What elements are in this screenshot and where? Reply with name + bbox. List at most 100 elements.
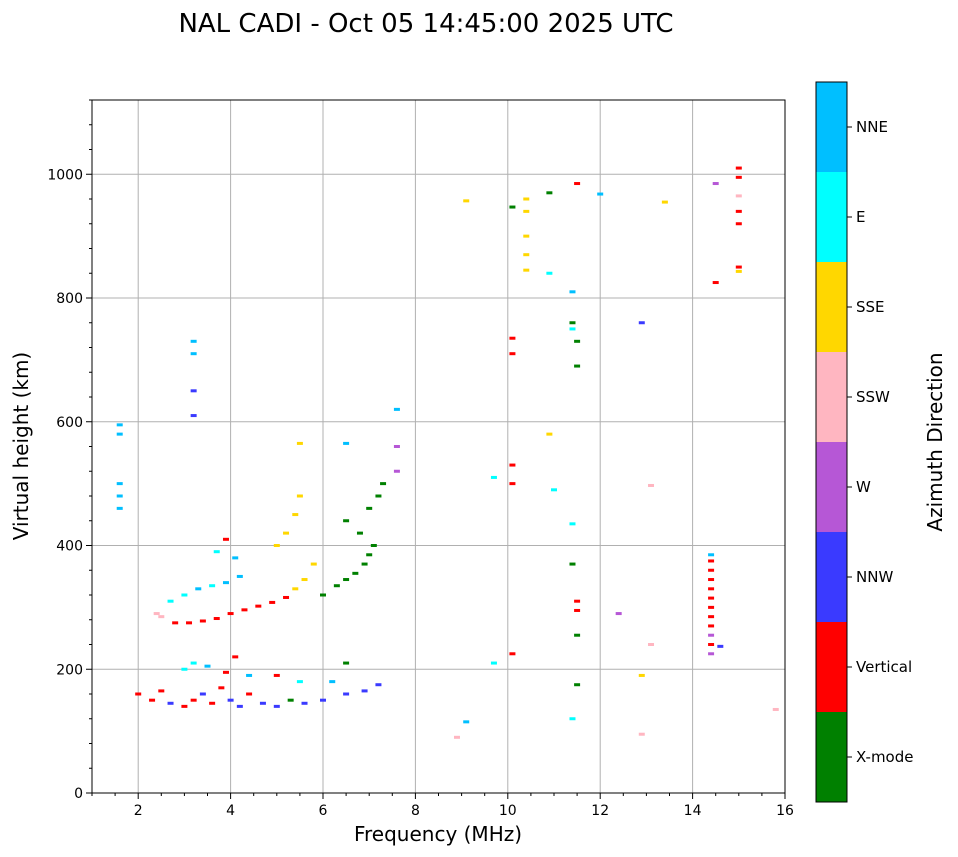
grid-lines — [92, 100, 785, 793]
colorbar-swatch — [816, 622, 847, 712]
echo-point — [301, 578, 308, 582]
echo-point — [569, 522, 576, 526]
echo-point — [708, 624, 715, 628]
echo-point — [158, 615, 165, 619]
echo-point — [190, 352, 197, 356]
x-tick-label: 10 — [499, 803, 517, 819]
echo-point — [708, 615, 715, 619]
echo-point — [551, 488, 557, 492]
y-axis-label: Virtual height (km) — [9, 352, 33, 541]
echo-point — [463, 199, 470, 203]
echo-point — [574, 683, 581, 687]
echo-point — [116, 432, 123, 436]
echo-point — [181, 667, 188, 671]
echo-point — [375, 683, 382, 687]
echo-point — [361, 562, 368, 566]
echo-point — [222, 581, 229, 585]
echo-point — [569, 321, 576, 325]
colorbar-swatch — [816, 442, 847, 532]
echo-point — [574, 599, 581, 603]
echo-point — [708, 568, 715, 572]
y-tick-label: 600 — [56, 415, 83, 431]
echo-point — [509, 336, 516, 340]
echo-point — [712, 281, 719, 285]
echo-point — [116, 423, 123, 427]
echo-point — [296, 494, 303, 498]
echo-point — [708, 643, 715, 646]
echo-point — [246, 673, 253, 677]
echo-point — [310, 562, 317, 566]
colorbar-swatch — [816, 352, 847, 442]
echo-point — [380, 482, 387, 486]
x-tick-label: 6 — [319, 803, 328, 819]
echo-point — [241, 608, 248, 612]
echo-point — [116, 494, 123, 498]
echo-point — [509, 652, 516, 656]
colorbar-label-item: SSE — [856, 298, 885, 316]
echo-point — [735, 222, 742, 226]
echo-point — [393, 445, 400, 448]
echo-point — [361, 689, 368, 693]
echo-point — [352, 571, 359, 575]
echo-point — [296, 680, 303, 684]
echo-point — [453, 735, 460, 739]
colorbar-label-item: W — [856, 478, 871, 496]
colorbar-label-item: NNE — [856, 118, 888, 136]
echo-point — [569, 717, 576, 721]
echo-point — [292, 513, 299, 517]
echo-point — [509, 352, 516, 356]
echo-point — [255, 604, 262, 608]
echo-point — [509, 463, 516, 467]
echo-point — [523, 197, 530, 201]
echo-point — [523, 253, 530, 257]
echo-point — [296, 441, 303, 445]
echo-point — [393, 469, 400, 473]
echo-point — [523, 234, 530, 238]
echo-point — [181, 593, 188, 597]
echo-point — [638, 732, 645, 736]
echo-point — [648, 483, 655, 487]
echo-point — [292, 587, 299, 591]
echo-point — [209, 701, 216, 705]
echo-point — [343, 441, 350, 445]
echo-point — [190, 414, 197, 418]
echo-point — [661, 200, 668, 204]
echo-point — [209, 584, 216, 588]
colorbar: X-mode Vertical NNW W SSW SSE E NNE — [815, 81, 913, 803]
echo-point — [149, 698, 156, 702]
echo-point — [574, 182, 581, 186]
echo-point — [218, 686, 225, 690]
echo-point — [227, 612, 234, 616]
echo-point — [393, 407, 400, 411]
echo-point — [232, 556, 239, 560]
echo-point — [343, 692, 350, 696]
colorbar-swatch — [816, 262, 847, 352]
echo-point — [343, 578, 350, 582]
y-tick-label: 200 — [56, 662, 83, 678]
echo-point — [259, 701, 266, 705]
x-axis-label: Frequency (MHz) — [354, 822, 522, 846]
echo-point — [273, 704, 280, 708]
echo-point — [301, 701, 308, 705]
echo-point — [717, 644, 724, 648]
echo-point — [222, 670, 229, 674]
echo-point — [523, 268, 530, 272]
echo-point — [283, 531, 290, 535]
echo-point — [569, 562, 576, 566]
echo-point — [735, 175, 742, 179]
echo-point — [158, 689, 165, 693]
echo-point — [569, 327, 576, 331]
echo-point — [273, 544, 280, 547]
echo-point — [204, 664, 211, 668]
echo-point — [116, 482, 123, 486]
echo-point — [153, 612, 160, 616]
echo-point — [167, 599, 174, 603]
colorbar-label: Azimuth Direction — [923, 352, 947, 531]
echo-point — [186, 621, 193, 625]
echo-point — [213, 617, 220, 621]
colorbar-label-item: Vertical — [856, 658, 912, 676]
echo-point — [135, 692, 142, 696]
x-tick-label: 14 — [684, 803, 702, 819]
echo-point — [735, 265, 742, 269]
